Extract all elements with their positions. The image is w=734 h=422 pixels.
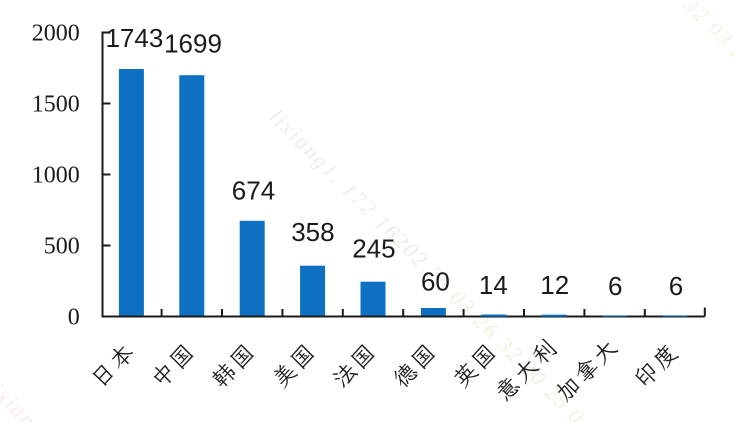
- svg-text:1743: 1743: [105, 23, 163, 53]
- svg-text:1000: 1000: [32, 163, 80, 189]
- svg-text:245: 245: [352, 234, 395, 264]
- svg-text:60: 60: [421, 267, 450, 297]
- svg-text:6: 6: [669, 271, 683, 301]
- svg-text:358: 358: [291, 217, 334, 247]
- svg-text:2000: 2000: [32, 21, 80, 47]
- svg-text:0: 0: [68, 305, 80, 331]
- svg-text:674: 674: [232, 176, 275, 206]
- svg-text:500: 500: [44, 234, 80, 260]
- svg-text:1699: 1699: [164, 29, 222, 59]
- svg-text:12: 12: [540, 270, 569, 300]
- svg-text:1500: 1500: [32, 92, 80, 118]
- svg-text:6: 6: [608, 271, 622, 301]
- svg-text:14: 14: [479, 270, 508, 300]
